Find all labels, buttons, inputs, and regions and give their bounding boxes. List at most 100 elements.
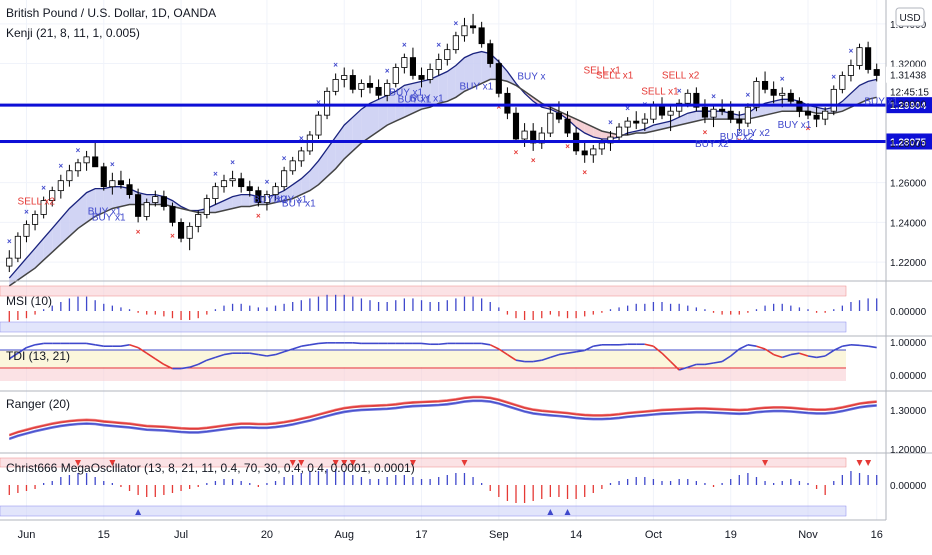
cloud-segment [69,200,78,237]
tdi-line-segment [309,342,319,346]
mega-title: Christ666 MegaOscillator (13, 8, 21, 11,… [6,461,415,475]
mega-sell-arrow [865,460,872,466]
buy-signal-label: BUY x1 [778,120,812,131]
candle-down [873,69,880,76]
candle-up [667,110,674,116]
candle-up [401,57,408,68]
candle-down [581,150,588,156]
currency-box[interactable] [895,7,925,27]
tdi-line-segment [747,344,757,347]
tdi-line-segment [301,344,311,347]
support-price-label: 1.28075 [890,137,927,148]
buy-marker: × [316,98,321,107]
tdi-line-segment [318,342,328,345]
buy-marker: × [76,146,81,155]
ranger-upper-3 [9,397,877,437]
tdi-line-segment [773,353,783,359]
tdi-line-segment [489,344,500,350]
candle-down [92,156,99,168]
cloud-segment [868,79,877,100]
candle-up [195,214,202,227]
time-axis[interactable]: Jun 15 Jul 20 Aug 17 Sep 14 Oct 19 Nov 16 [18,529,883,541]
candle-up [281,170,288,188]
tdi-line-segment [421,342,431,346]
candle-up [650,104,657,120]
buy-marker: × [58,162,63,171]
candle-up [710,108,717,118]
time-tick-label: Nov [798,529,818,541]
mega-buy-arrow [547,509,554,515]
mega-sell-arrow [332,460,339,466]
indicator-title: Kenji (21, 8, 11, 1, 0.005) [6,26,140,40]
buy-marker: × [831,72,836,81]
tdi-line-segment [481,342,491,346]
cloud-segment [112,186,121,209]
candle-up [461,25,468,37]
candle-down [349,75,356,90]
tdi-line-segment [206,356,216,361]
tdi-line-segment [506,353,517,361]
tdi-line-segment [266,353,276,357]
tdi-line-segment [575,349,585,353]
sell-signal-label: SELL x1 [583,65,621,76]
cloud-segment [52,218,61,253]
buy-signal-label: BUY x1 [460,81,494,92]
buy-signal-label: BUY x1 [389,87,423,98]
time-tick-label: 16 [871,529,883,541]
sell-marker: × [582,168,587,177]
tdi-line-segment [129,344,139,349]
price-tick-label: 1.22000 [890,258,927,269]
candle-down [246,186,253,192]
sell-marker: × [531,156,536,165]
currency-label: USD [899,13,920,24]
candle-down [418,75,425,80]
time-tick-label: 15 [98,529,110,541]
candle-up [744,106,751,124]
candle-up [590,148,597,156]
sell-marker: × [806,124,811,133]
price-tick-label: 1.26000 [890,179,927,190]
tdi-line-segment [816,355,826,359]
tdi-line-segment [721,355,732,363]
candle-up [521,130,528,140]
mega-sell-arrow [298,460,305,466]
tdi-line-segment [34,342,44,346]
cloud-segment [687,111,697,124]
candle-down [736,118,743,124]
candle-up [624,120,631,128]
candle-up [49,190,56,201]
cloud-segment [95,188,104,217]
buy-marker: × [213,170,218,179]
mega-lower-zone [0,505,847,517]
tdi-line-segment [619,343,628,346]
candle-down [555,112,563,120]
sell-marker: × [565,142,570,151]
mega-sell-arrow [109,460,116,466]
msi-title: MSI (10) [6,294,52,308]
time-tick-label: Jun [18,529,36,541]
tdi-line-segment [223,352,233,356]
candle-up [435,59,442,70]
buy-marker: × [608,118,613,127]
buy-marker: × [110,160,115,169]
buy-signal-label: BUY x1 [410,93,444,104]
cloud-segment [395,85,405,122]
mega-upper-zone [0,457,847,468]
buy-marker: × [299,134,304,143]
tdi-line-segment [120,344,130,347]
mega-buy-arrow [564,509,571,515]
candle-down [658,104,666,116]
horizontal-lines[interactable]: 1.29904 1.28075 [0,97,932,150]
buy-marker: × [7,237,12,246]
candle-down [478,27,485,45]
tdi-line-segment [283,348,293,353]
tdi-line-segment [799,352,809,357]
candle-down [727,110,734,120]
tdi-line-segment [842,344,852,347]
cloud-segment [387,91,396,126]
candle-down [495,63,502,94]
cloud-segment [859,81,869,104]
ranger-lower-1 [9,399,877,439]
cloud-segment [842,93,851,112]
